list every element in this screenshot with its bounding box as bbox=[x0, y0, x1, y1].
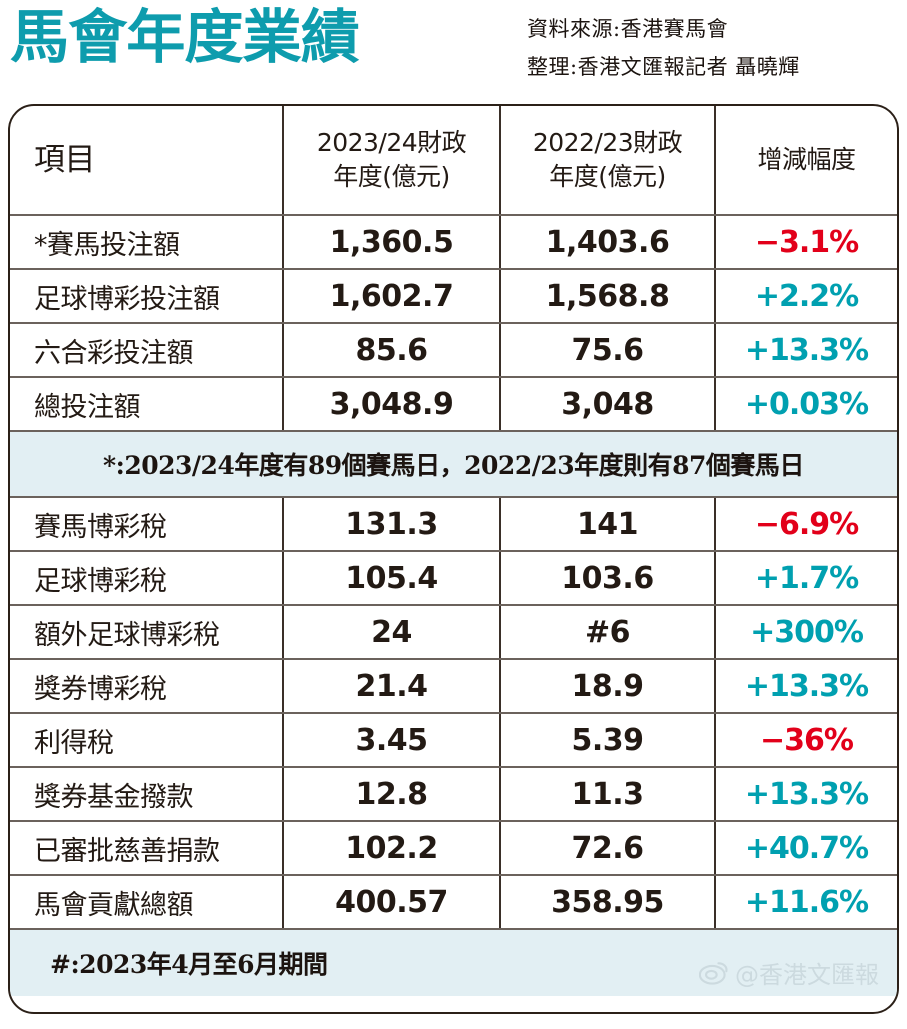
column-header-change: 增減幅度 bbox=[714, 106, 897, 214]
row-change: +11.6% bbox=[714, 876, 897, 928]
row-value-2023-24: 131.3 bbox=[282, 498, 499, 550]
row-value-2023-24: 400.57 bbox=[282, 876, 499, 928]
column-header-2022-23-line2: 年度(億元) bbox=[549, 162, 666, 191]
row-change: −6.9% bbox=[714, 498, 897, 550]
row-label: 額外足球博彩稅 bbox=[34, 619, 220, 651]
page-title: 馬會年度業績 bbox=[10, 3, 360, 71]
column-header-2022-23-line1: 2022/23財政 bbox=[532, 128, 683, 157]
row-value-2022-23: 358.95 bbox=[499, 876, 714, 928]
column-header-2022-23: 2022/23財政 年度(億元) bbox=[499, 106, 714, 214]
weibo-icon bbox=[699, 961, 728, 985]
column-header-item: 項目 bbox=[34, 142, 96, 178]
row-label: 賽馬博彩稅 bbox=[34, 511, 167, 543]
row-label: 獎券基金撥款 bbox=[34, 781, 194, 813]
row-value-2023-24: 102.2 bbox=[282, 822, 499, 874]
table-row: 六合彩投注額 85.6 75.6 +13.3% bbox=[10, 322, 897, 376]
table-row: 已審批慈善捐款 102.2 72.6 +40.7% bbox=[10, 820, 897, 874]
row-value-2022-23: #6 bbox=[499, 606, 714, 658]
row-value-2023-24: 3.45 bbox=[282, 714, 499, 766]
row-change: +1.7% bbox=[714, 552, 897, 604]
column-header-2023-24-line2: 年度(億元) bbox=[333, 162, 450, 191]
row-change: +300% bbox=[714, 606, 897, 658]
table-row: 足球博彩投注額 1,602.7 1,568.8 +2.2% bbox=[10, 268, 897, 322]
row-label: *賽馬投注額 bbox=[34, 229, 180, 261]
row-value-2023-24: 21.4 bbox=[282, 660, 499, 712]
table-row: 獎券基金撥款 12.8 11.3 +13.3% bbox=[10, 766, 897, 820]
table-header-row: 項目 2023/24財政 年度(億元) 2022/23財政 年度(億元) 增減幅… bbox=[10, 106, 897, 214]
row-value-2022-23: 11.3 bbox=[499, 768, 714, 820]
column-header-2023-24: 2023/24財政 年度(億元) bbox=[282, 106, 499, 214]
table-row: 足球博彩稅 105.4 103.6 +1.7% bbox=[10, 550, 897, 604]
footnote-asterisk-text: *:2023/24年度有89個賽馬日，2022/23年度則有87個賽馬日 bbox=[103, 451, 804, 480]
row-value-2023-24: 3,048.9 bbox=[282, 378, 499, 430]
row-value-2022-23: 1,403.6 bbox=[499, 216, 714, 268]
row-value-2023-24: 85.6 bbox=[282, 324, 499, 376]
table-row: 賽馬博彩稅 131.3 141 −6.9% bbox=[10, 496, 897, 550]
watermark-handle: @香港文匯報 bbox=[735, 961, 879, 989]
row-value-2022-23: 5.39 bbox=[499, 714, 714, 766]
table-row: 總投注額 3,048.9 3,048 +0.03% bbox=[10, 376, 897, 430]
results-table: 項目 2023/24財政 年度(億元) 2022/23財政 年度(億元) 增減幅… bbox=[8, 104, 899, 1014]
table-row: 馬會貢獻總額 400.57 358.95 +11.6% bbox=[10, 874, 897, 928]
row-value-2022-23: 3,048 bbox=[499, 378, 714, 430]
row-value-2022-23: 141 bbox=[499, 498, 714, 550]
row-label: 總投注額 bbox=[34, 391, 141, 423]
table-row: 利得稅 3.45 5.39 −36% bbox=[10, 712, 897, 766]
column-header-2023-24-line1: 2023/24財政 bbox=[316, 128, 467, 157]
row-label: 已審批慈善捐款 bbox=[34, 835, 220, 867]
table-row: *賽馬投注額 1,360.5 1,403.6 −3.1% bbox=[10, 214, 897, 268]
source-attribution: 資料來源:香港賽馬會 整理:香港文匯報記者 聶曉輝 bbox=[527, 10, 907, 86]
header: 馬會年度業績 資料來源:香港賽馬會 整理:香港文匯報記者 聶曉輝 bbox=[0, 0, 907, 100]
row-value-2022-23: 18.9 bbox=[499, 660, 714, 712]
row-change: −36% bbox=[714, 714, 897, 766]
row-change: +13.3% bbox=[714, 324, 897, 376]
row-value-2022-23: 72.6 bbox=[499, 822, 714, 874]
row-label: 獎券博彩稅 bbox=[34, 673, 167, 705]
row-value-2022-23: 75.6 bbox=[499, 324, 714, 376]
footnote-asterisk: *:2023/24年度有89個賽馬日，2022/23年度則有87個賽馬日 bbox=[10, 430, 897, 496]
source-line-origin: 資料來源:香港賽馬會 bbox=[527, 17, 729, 41]
footnote-hash: #:2023年4月至6月期間 @香港文匯報 bbox=[10, 928, 897, 996]
row-label: 六合彩投注額 bbox=[34, 337, 194, 369]
row-change: +2.2% bbox=[714, 270, 897, 322]
row-value-2023-24: 105.4 bbox=[282, 552, 499, 604]
row-change: +0.03% bbox=[714, 378, 897, 430]
row-value-2023-24: 24 bbox=[282, 606, 499, 658]
row-change: −3.1% bbox=[714, 216, 897, 268]
row-value-2023-24: 12.8 bbox=[282, 768, 499, 820]
row-value-2023-24: 1,602.7 bbox=[282, 270, 499, 322]
row-label: 馬會貢獻總額 bbox=[34, 889, 194, 921]
row-change: +13.3% bbox=[714, 768, 897, 820]
footnote-hash-text: #:2023年4月至6月期間 bbox=[50, 950, 328, 979]
row-value-2022-23: 1,568.8 bbox=[499, 270, 714, 322]
row-change: +40.7% bbox=[714, 822, 897, 874]
row-label: 足球博彩投注額 bbox=[34, 283, 220, 315]
row-value-2022-23: 103.6 bbox=[499, 552, 714, 604]
row-value-2023-24: 1,360.5 bbox=[282, 216, 499, 268]
table-row: 額外足球博彩稅 24 #6 +300% bbox=[10, 604, 897, 658]
table-row: 獎券博彩稅 21.4 18.9 +13.3% bbox=[10, 658, 897, 712]
row-label: 足球博彩稅 bbox=[34, 565, 167, 597]
watermark: @香港文匯報 bbox=[699, 955, 879, 990]
row-label: 利得稅 bbox=[34, 727, 114, 759]
row-change: +13.3% bbox=[714, 660, 897, 712]
source-line-editor: 整理:香港文匯報記者 聶曉輝 bbox=[527, 55, 800, 79]
